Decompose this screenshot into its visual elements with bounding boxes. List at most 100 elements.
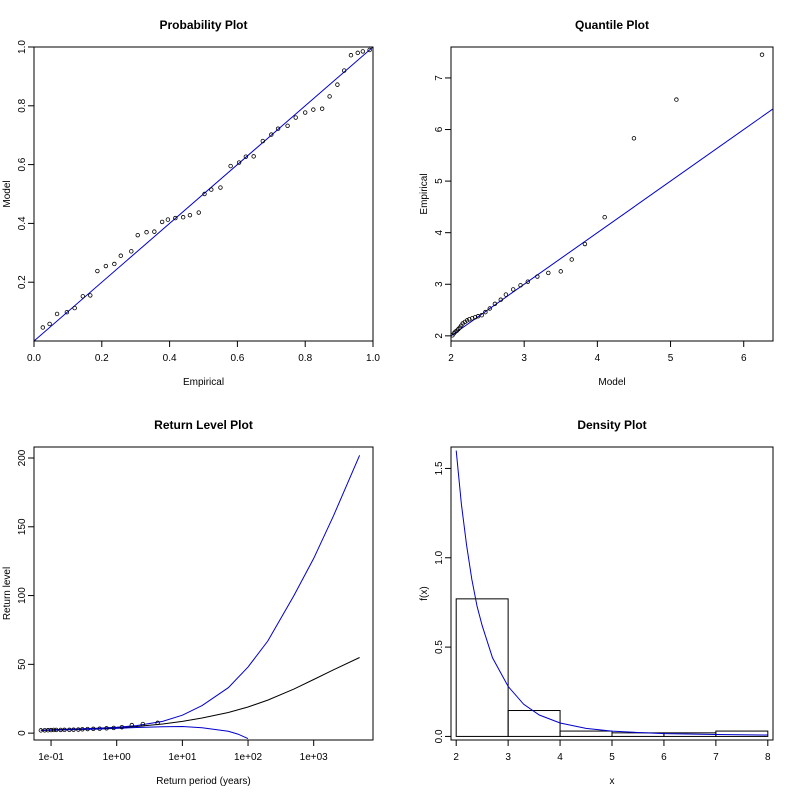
- data-point: [54, 311, 60, 317]
- data-point: [104, 726, 109, 731]
- y-axis-label: Model: [2, 180, 13, 207]
- data-point: [40, 325, 46, 330]
- data-point: [173, 215, 178, 221]
- data-point: [674, 97, 679, 102]
- x-axis-label: Empirical: [183, 377, 224, 388]
- data-point: [503, 292, 509, 297]
- data-point: [251, 154, 256, 159]
- x-tick-label: 0.8: [298, 353, 312, 364]
- data-point: [165, 217, 171, 222]
- y-tick-label: 1.5: [434, 461, 445, 475]
- data-point: [498, 297, 503, 302]
- density-plot-panel: Density Plot x f(x) 2 3 4 5 6 7 8 0.0 0.5 1.0 1.5: [419, 418, 774, 787]
- x-tick-label: 8: [765, 752, 771, 763]
- data-point: [236, 160, 242, 165]
- quantile-plot-panel: Quantile Plot Model Empirical 2 3 4 5 6 2 3 4 5 6 7: [419, 18, 774, 388]
- data-point: [293, 115, 298, 120]
- probability-plot-panel: Probability Plot Empirical Model 0.0 0.2 0.4 0…: [2, 18, 380, 388]
- x-tick-label: 1.0: [366, 353, 380, 364]
- data-point: [355, 50, 360, 56]
- chart-title: Return Level Plot: [154, 418, 253, 432]
- data-point: [196, 210, 201, 215]
- x-tick-label: 4: [557, 752, 563, 763]
- data-point: [103, 263, 109, 269]
- data-point: [155, 720, 160, 726]
- y-tick-label: 0.2: [17, 275, 28, 289]
- data-point: [341, 68, 347, 73]
- data-point: [492, 301, 498, 307]
- histogram-bar: [507, 710, 561, 737]
- data-point: [275, 126, 281, 131]
- data-point: [85, 726, 90, 732]
- x-tick-label: 0.0: [27, 353, 41, 364]
- data-point: [569, 257, 574, 262]
- reference-line: [451, 108, 773, 337]
- histogram-bar: [559, 730, 613, 737]
- x-tick-label: 5: [668, 353, 674, 364]
- data-point: [180, 215, 186, 220]
- plot-area: [455, 450, 769, 737]
- y-tick-label: 0.8: [17, 98, 28, 112]
- upper-ci-line: [40, 455, 361, 731]
- plot-frame: [33, 446, 374, 741]
- x-tick-label: 2: [453, 752, 459, 763]
- data-point: [118, 253, 123, 258]
- return-level-plot-panel: Return Level Plot Return period (years) Re…: [2, 418, 374, 787]
- data-point: [187, 212, 193, 218]
- data-point: [91, 726, 96, 732]
- y-tick-label: 5: [434, 178, 445, 184]
- data-point: [511, 287, 516, 292]
- x-tick-label: 0.4: [163, 353, 177, 364]
- x-tick-label: 1e+02: [234, 752, 263, 763]
- x-tick-label: 0.2: [95, 353, 109, 364]
- data-point: [72, 305, 77, 311]
- data-point: [202, 191, 207, 197]
- data-point: [48, 727, 54, 733]
- chart-title: Quantile Plot: [575, 18, 649, 32]
- data-point: [129, 249, 134, 254]
- x-tick-label: 1e+01: [168, 752, 197, 763]
- x-tick-label: 1e+00: [103, 752, 132, 763]
- plot-area: [38, 455, 361, 740]
- data-point: [602, 215, 607, 220]
- estimate-line: [40, 657, 360, 731]
- data-point: [140, 721, 146, 727]
- data-point: [119, 725, 125, 730]
- y-tick-label: 1.0: [434, 550, 445, 564]
- y-tick-label: 100: [17, 587, 28, 604]
- data-point: [76, 727, 81, 732]
- y-axis-label: Empirical: [419, 173, 430, 214]
- data-point: [546, 270, 551, 276]
- y-tick-label: 2: [434, 333, 445, 339]
- data-point: [479, 313, 484, 318]
- y-tick-label: 7: [434, 75, 445, 81]
- data-point: [327, 94, 332, 99]
- data-point: [335, 82, 340, 87]
- data-point: [54, 727, 59, 733]
- plot-area: [34, 47, 373, 341]
- y-tick-label: 200: [17, 449, 28, 466]
- data-point: [152, 229, 157, 234]
- x-tick-label: 2: [448, 353, 454, 364]
- data-point: [144, 230, 149, 235]
- y-tick-label: 6: [434, 126, 445, 132]
- data-point: [67, 727, 72, 733]
- x-tick-label: 7: [713, 752, 719, 763]
- x-tick-label: 1e+03: [300, 752, 329, 763]
- y-tick-label: 0.0: [434, 729, 445, 743]
- reference-line: [34, 47, 373, 341]
- data-point: [135, 232, 140, 238]
- data-point: [88, 293, 93, 298]
- x-tick-label: 0.6: [230, 353, 244, 364]
- data-point: [95, 268, 100, 274]
- plot-frame: [33, 46, 374, 342]
- plot-frame: [450, 46, 774, 342]
- data-point: [311, 107, 316, 112]
- data-point: [759, 52, 765, 57]
- data-point: [228, 163, 233, 169]
- histogram-bar: [455, 598, 509, 737]
- data-point: [483, 309, 488, 315]
- data-point: [80, 294, 86, 299]
- x-tick-label: 3: [521, 353, 527, 364]
